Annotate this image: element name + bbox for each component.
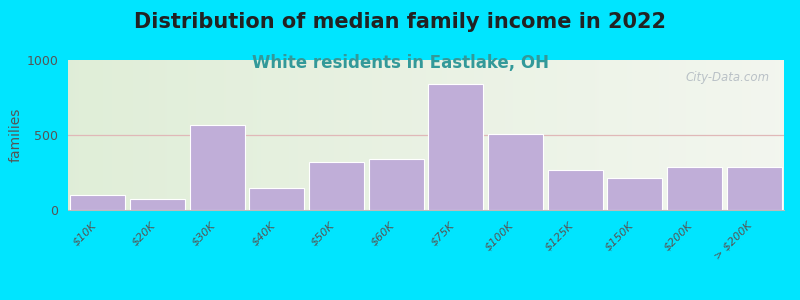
Bar xyxy=(428,84,483,210)
Bar xyxy=(130,199,185,210)
Bar xyxy=(667,167,722,210)
Text: Distribution of median family income in 2022: Distribution of median family income in … xyxy=(134,12,666,32)
Text: City-Data.com: City-Data.com xyxy=(686,70,770,83)
Bar xyxy=(726,167,782,210)
Bar xyxy=(190,124,245,210)
Bar xyxy=(70,195,126,210)
Bar xyxy=(250,188,304,210)
Text: White residents in Eastlake, OH: White residents in Eastlake, OH xyxy=(251,54,549,72)
Bar xyxy=(548,169,602,210)
Bar xyxy=(309,162,364,210)
Bar xyxy=(607,178,662,210)
Bar xyxy=(488,134,543,210)
Bar xyxy=(369,159,424,210)
Y-axis label: families: families xyxy=(8,108,22,162)
